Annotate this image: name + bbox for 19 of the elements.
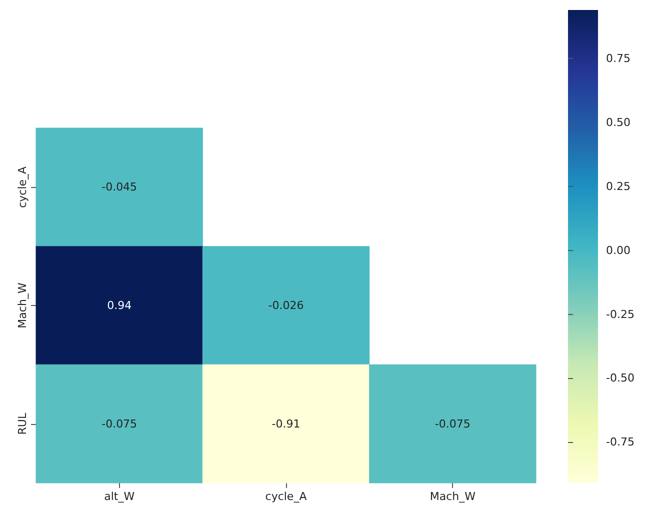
x-tick-label: Mach_W [430, 490, 476, 503]
color-bar-label: 0.25 [606, 180, 630, 193]
color-bar-label: -0.25 [606, 308, 634, 321]
y-tick-label: cycle_A [16, 166, 29, 208]
x-tick-label: cycle_A [265, 490, 308, 503]
data-label: -0.026 [268, 299, 304, 312]
y-tick-label: Mach_W [16, 282, 29, 328]
data-label: -0.075 [102, 417, 138, 430]
color-bar-label: -0.50 [606, 372, 634, 385]
color-bar-label: 0.50 [606, 116, 630, 129]
y-tick-label: RUL [16, 412, 29, 435]
color-bar-label: 0.00 [606, 244, 630, 257]
data-label: -0.045 [102, 180, 138, 194]
color-bar-label: 0.75 [606, 52, 630, 66]
color-bar-label: -0.75 [606, 436, 634, 449]
data-label: 0.94 [107, 299, 132, 312]
x-tick-label: alt_W [104, 490, 135, 503]
data-label: -0.91 [272, 417, 300, 430]
data-label: -0.075 [434, 417, 470, 430]
